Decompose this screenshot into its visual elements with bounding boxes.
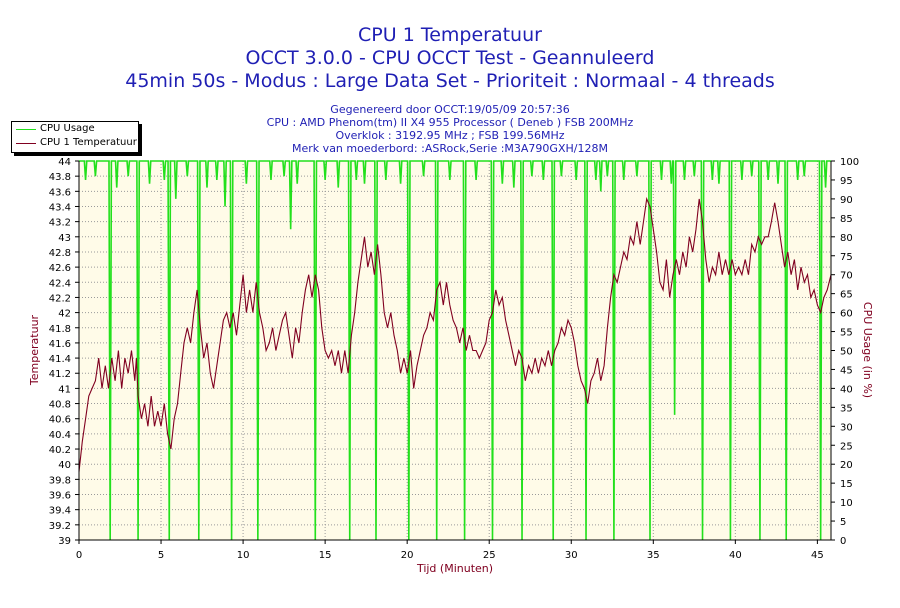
y-tick-label: 40.4 [49, 430, 71, 441]
y-tick-label: 43.6 [49, 187, 71, 198]
info-generated: Gegenereerd door OCCT:19/05/09 20:57:36 [330, 103, 570, 116]
y-tick-label: 39 [58, 536, 71, 547]
y2-tick-label: 100 [840, 157, 859, 168]
info-cpu: CPU : AMD Phenom(tm) II X4 955 Processor… [266, 116, 634, 129]
y-tick-label: 43 [58, 233, 71, 244]
x-tick-label: 0 [76, 550, 82, 561]
chart-subtitle: OCCT 3.0.0 - CPU OCCT Test - Geannuleerd [245, 47, 655, 69]
y-tick-label: 40 [58, 460, 71, 471]
x-tick-label: 15 [319, 550, 332, 561]
y2-tick-label: 45 [840, 365, 853, 376]
info-overclock: Overklok : 3192.95 MHz ; FSB 199.56MHz [335, 129, 565, 142]
y-tick-label: 42 [58, 309, 71, 320]
y2-tick-label: 65 [840, 290, 853, 301]
y-tick-label: 39.2 [49, 521, 71, 532]
y-tick-label: 42.2 [49, 293, 71, 304]
y-tick-label: 42.4 [49, 278, 71, 289]
y-tick-label: 41.6 [49, 339, 71, 350]
y2-tick-label: 60 [840, 309, 853, 320]
legend-swatch-cpu-usage [16, 129, 36, 130]
x-tick-label: 40 [729, 550, 742, 561]
legend: CPU Usage CPU 1 Temperatuur [11, 121, 139, 153]
series-line-temperature [78, 196, 832, 472]
y2-tick-label: 25 [840, 441, 853, 452]
y2-tick-label: 90 [840, 195, 853, 206]
y2-tick-label: 70 [840, 271, 853, 282]
y2-tick-label: 30 [840, 422, 853, 433]
y-tick-label: 40.2 [49, 445, 71, 456]
chart-titles: CPU 1 Temperatuur OCCT 3.0.0 - CPU OCCT … [0, 24, 900, 93]
y2-tick-label: 5 [840, 517, 846, 528]
chart-title: CPU 1 Temperatuur [358, 24, 542, 46]
y2-tick-label: 95 [840, 176, 853, 187]
y2-tick-label: 55 [840, 328, 853, 339]
plot-area [79, 161, 831, 540]
x-tick-label: 20 [401, 550, 414, 561]
y-tick-label: 42.6 [49, 263, 71, 274]
legend-item-temperature: CPU 1 Temperatuur [12, 136, 138, 150]
x-tick-label: 30 [565, 550, 578, 561]
y2-tick-label: 20 [840, 460, 853, 471]
legend-label-temperature: CPU 1 Temperatuur [40, 137, 137, 148]
y-tick-label: 41 [58, 384, 71, 395]
chart-run-info: 45min 50s - Modus : Large Data Set - Pri… [125, 70, 775, 92]
y2-axis-label: CPU Usage (in %) [861, 302, 874, 398]
y-axis-label: Temperatuur [28, 314, 41, 386]
y2-tick-label: 85 [840, 214, 853, 225]
y-tick-label: 39.4 [49, 506, 71, 517]
y-tick-label: 39.8 [49, 475, 71, 486]
series-line-cpu-usage [79, 160, 831, 541]
x-tick-label: 35 [647, 550, 660, 561]
info-motherboard: Merk van moederbord: :ASRock,Serie :M3A7… [292, 142, 608, 155]
y2-tick-label: 50 [840, 347, 853, 358]
x-tick-label: 45 [811, 550, 824, 561]
y-tick-label: 40.8 [49, 400, 71, 411]
y2-tick-label: 0 [840, 536, 846, 547]
y-tick-label: 41.4 [49, 354, 71, 365]
x-tick-label: 25 [483, 550, 496, 561]
legend-label-cpu-usage: CPU Usage [40, 123, 95, 134]
legend-swatch-temperature [16, 143, 36, 144]
x-tick-label: 10 [237, 550, 250, 561]
legend-item-cpu-usage: CPU Usage [12, 122, 138, 136]
y-tick-label: 43.4 [49, 202, 71, 213]
y2-tick-label: 75 [840, 252, 853, 263]
y-tick-label: 43.2 [49, 218, 71, 229]
y-tick-label: 44 [58, 157, 71, 168]
y-tick-label: 41.8 [49, 324, 71, 335]
y-tick-label: 40.6 [49, 415, 71, 426]
system-info: Gegenereerd door OCCT:19/05/09 20:57:36 … [0, 103, 900, 155]
y2-tick-label: 80 [840, 233, 853, 244]
y2-tick-label: 10 [840, 498, 853, 509]
y2-tick-label: 40 [840, 384, 853, 395]
x-tick-label: 5 [158, 550, 164, 561]
y-tick-label: 43.8 [49, 172, 71, 183]
y2-tick-label: 15 [840, 479, 853, 490]
x-axis-label: Tijd (Minuten) [416, 562, 493, 575]
y-tick-label: 42.8 [49, 248, 71, 259]
y-tick-label: 39.6 [49, 491, 71, 502]
y-tick-label: 41.2 [49, 369, 71, 380]
y2-tick-label: 35 [840, 403, 853, 414]
